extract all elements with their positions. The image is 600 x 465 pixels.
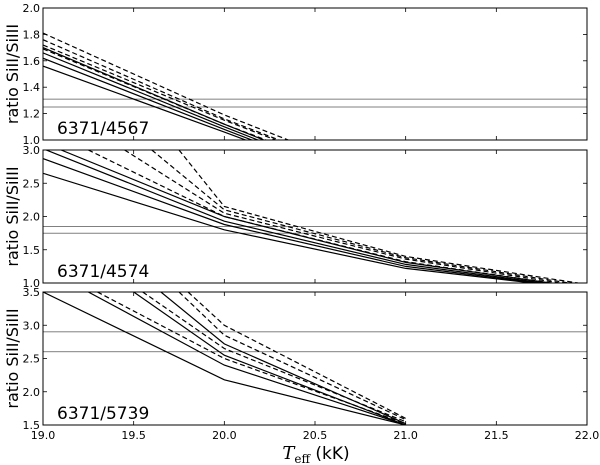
series-dashed-6: [142, 292, 406, 423]
series-dashed-8: [187, 292, 406, 419]
series-solid-2: [88, 292, 406, 425]
series-solid-2: [43, 158, 539, 283]
y-tick-label: 1.5: [23, 419, 41, 432]
y-axis-label: ratio SiII/SiIII: [3, 166, 22, 266]
y-tick-label: 2.0: [23, 386, 41, 399]
panel-label: 6371/4574: [57, 262, 149, 282]
x-tick-label: 19.0: [31, 429, 56, 442]
x-tick-label: 22.0: [575, 429, 600, 442]
x-axis-label-unit: (kK): [310, 444, 350, 464]
series-solid-4: [160, 292, 406, 425]
panel-label: 6371/4567: [57, 119, 149, 139]
y-tick-label: 1.0: [23, 134, 41, 147]
y-tick-label: 1.0: [23, 277, 41, 290]
plot-area: [43, 292, 587, 425]
series-dashed-7: [178, 292, 406, 421]
x-tick-label: 21.0: [393, 429, 418, 442]
x-tick-label: 21.5: [484, 429, 509, 442]
series-solid-3: [43, 52, 260, 140]
y-tick-label: 1.5: [23, 244, 41, 257]
y-tick-label: 3.5: [23, 286, 41, 299]
y-tick-label: 2.5: [23, 177, 41, 190]
y-tick-label: 3.0: [23, 319, 41, 332]
plot-area: [43, 150, 587, 283]
y-axis-label: ratio SiII/SiIII: [3, 24, 22, 124]
series-dashed-6: [43, 44, 278, 140]
x-axis-label: Teff (kK): [282, 443, 349, 465]
y-axis-label: ratio SiII/SiIII: [3, 308, 22, 408]
series-solid-2: [43, 57, 254, 140]
x-tick-label: 20.5: [303, 429, 328, 442]
series-dashed-8: [178, 150, 578, 283]
panel-label: 6371/5739: [57, 404, 149, 424]
series-dashed-5: [43, 48, 268, 140]
x-tick-label: 20.0: [212, 429, 237, 442]
plot-area: [43, 32, 587, 140]
series-dashed-8: [43, 32, 290, 140]
series-dashed-7: [43, 39, 281, 140]
series-solid-3: [133, 292, 406, 425]
series-solid-3: [44, 150, 544, 283]
y-tick-label: 2.0: [23, 211, 41, 224]
x-axis-label-sub: eff: [294, 452, 311, 465]
y-tick-label: 3.0: [23, 144, 41, 157]
y-tick-label: 1.8: [23, 28, 41, 41]
series-solid-1: [43, 172, 533, 283]
series-solid-1: [43, 65, 248, 140]
x-tick-labels: 19.0 19.5 20.0 20.5 21.0 21.5 22.0: [31, 429, 600, 442]
series-dashed-6: [124, 150, 560, 283]
series-dashed-5: [88, 150, 551, 283]
y-tick-label: 1.4: [23, 81, 41, 94]
x-tick-label: 19.5: [121, 429, 146, 442]
y-tick-label: 2.0: [23, 2, 41, 15]
y-tick-label: 1.2: [23, 108, 41, 121]
y-tick-label: 2.5: [23, 353, 41, 366]
series-solid-1: [43, 292, 406, 425]
y-tick-label: 1.6: [23, 55, 41, 68]
series-dashed-7: [151, 150, 569, 283]
x-axis-label-main: T: [282, 443, 296, 464]
